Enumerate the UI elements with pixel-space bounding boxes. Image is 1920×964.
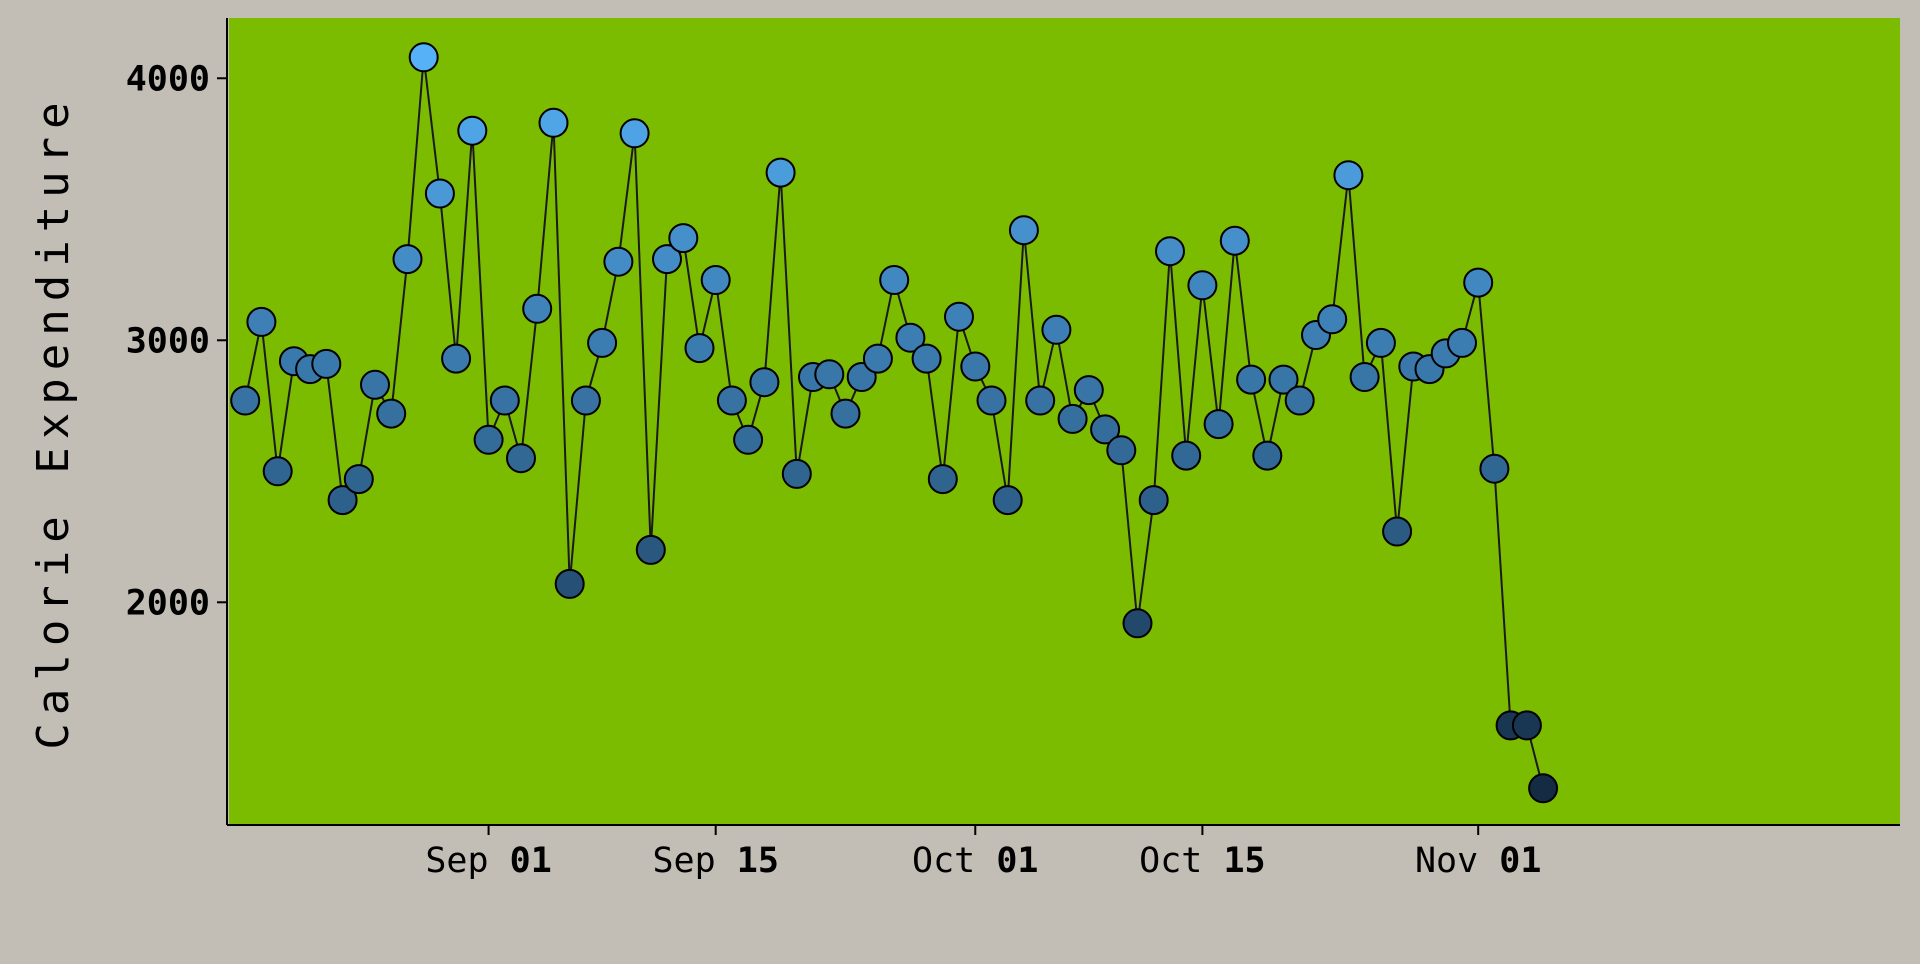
data-point — [1122, 608, 1153, 639]
data-point — [1090, 414, 1121, 445]
x-tick-day: 15 — [737, 841, 779, 881]
data-point — [635, 534, 666, 565]
data-point — [976, 385, 1007, 416]
data-point — [1284, 385, 1315, 416]
data-point — [992, 485, 1023, 516]
data-point — [1138, 485, 1169, 516]
data-point — [1155, 236, 1185, 267]
x-tick-month: Nov — [1415, 841, 1478, 881]
data-point — [1268, 364, 1299, 395]
data-point — [376, 398, 407, 429]
data-point — [1219, 225, 1250, 256]
data-point — [570, 385, 601, 416]
data-point — [652, 244, 682, 275]
data-point — [1236, 364, 1267, 395]
x-tick-month: Sep — [425, 841, 488, 881]
data-point — [1447, 327, 1477, 358]
x-tick-day: 01 — [1499, 841, 1541, 881]
data-point — [1171, 440, 1202, 471]
x-tick-label: Sep 01 — [425, 841, 551, 881]
data-point — [489, 385, 520, 416]
data-point — [424, 178, 455, 209]
data-point — [1041, 314, 1072, 345]
data-point — [781, 458, 812, 489]
data-point — [230, 385, 261, 416]
y-axis-title: Calorie Expenditure — [28, 94, 79, 749]
data-point — [1073, 375, 1104, 406]
data-point — [1203, 409, 1234, 440]
x-tick-day: 01 — [510, 841, 552, 881]
y-axis-ticks: 2000 3000 4000 — [126, 59, 227, 623]
x-tick-day: 15 — [1223, 841, 1265, 881]
data-point — [765, 157, 796, 188]
data-point — [473, 424, 504, 455]
x-tick-day: 01 — [996, 841, 1038, 881]
data-point — [1365, 327, 1396, 358]
data-point — [960, 351, 991, 382]
data-point — [1463, 267, 1494, 298]
data-point — [619, 118, 650, 149]
data-point — [1252, 440, 1283, 471]
data-point — [1349, 362, 1380, 392]
data-point — [700, 265, 731, 295]
data-point — [506, 443, 536, 474]
data-point — [927, 464, 958, 495]
data-point — [262, 456, 293, 487]
data-point — [944, 301, 974, 332]
data-point — [911, 343, 942, 374]
data-point — [392, 244, 423, 275]
data-point — [538, 107, 569, 138]
x-axis-ticks: Sep 01 Sep 15 Oct 01 Oct 15 Nov 01 — [425, 825, 1541, 881]
data-point — [879, 265, 910, 295]
data-point — [733, 424, 764, 455]
x-tick-label: Nov 01 — [1415, 841, 1541, 881]
data-point — [1057, 403, 1088, 434]
data-point — [1333, 160, 1364, 191]
data-point — [441, 343, 472, 374]
data-point — [749, 367, 780, 398]
data-point — [1528, 773, 1559, 804]
data-point — [360, 369, 390, 400]
x-tick-month: Sep — [652, 841, 715, 881]
data-point — [830, 398, 861, 429]
data-point — [408, 42, 439, 73]
data-points — [230, 42, 1559, 804]
data-point — [1511, 710, 1542, 741]
x-tick-month: Oct — [1139, 841, 1202, 881]
data-point — [603, 246, 634, 277]
x-tick-label: Oct 01 — [912, 841, 1038, 881]
data-point — [1382, 516, 1413, 547]
data-point — [1025, 385, 1056, 416]
data-point — [668, 223, 699, 254]
y-tick-label: 4000 — [126, 59, 210, 99]
data-point — [522, 293, 553, 324]
x-tick-label: Sep 15 — [652, 841, 778, 881]
data-point — [1106, 435, 1137, 466]
data-point — [684, 333, 715, 364]
data-point — [327, 485, 358, 516]
data-point — [1008, 215, 1039, 246]
data-point — [457, 115, 488, 146]
data-point — [343, 464, 374, 495]
data-point — [1317, 304, 1348, 335]
data-point — [814, 359, 845, 390]
y-tick-label: 3000 — [126, 321, 210, 361]
data-point — [587, 327, 618, 358]
data-point — [1479, 453, 1510, 484]
data-point — [311, 348, 342, 379]
data-point — [246, 306, 277, 337]
x-tick-month: Oct — [912, 841, 975, 881]
data-point — [716, 385, 747, 416]
data-point — [895, 322, 926, 353]
data-point — [862, 343, 893, 374]
x-tick-label: Oct 15 — [1139, 841, 1265, 881]
data-point — [554, 568, 585, 599]
data-point — [1187, 270, 1218, 301]
y-tick-label: 2000 — [126, 583, 210, 623]
